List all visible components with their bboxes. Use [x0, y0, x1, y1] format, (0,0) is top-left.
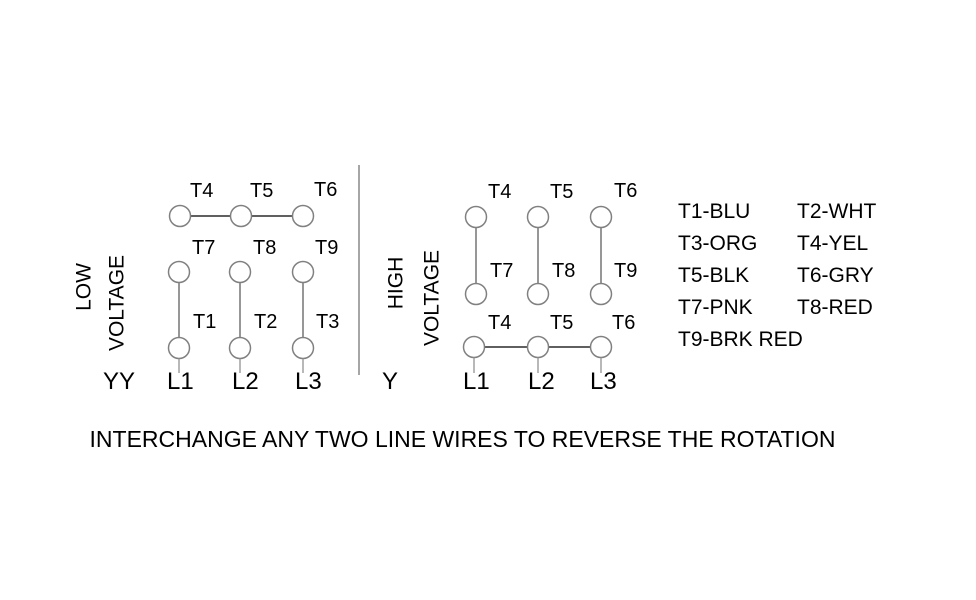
terminal-circle	[167, 260, 191, 284]
legend-entry: T2-WHT	[797, 200, 877, 223]
terminal-circle	[291, 204, 315, 228]
terminal-label: T4	[190, 180, 214, 202]
legend-entry: T3-ORG	[678, 232, 758, 255]
terminal-label: T4	[488, 312, 512, 334]
terminal-circle	[228, 260, 252, 284]
terminal-label: T5	[550, 312, 574, 334]
legend-entry: T4-YEL	[797, 232, 869, 255]
high-connection-symbol: Y	[382, 368, 399, 395]
terminal-label: T6	[614, 180, 638, 202]
terminal-label: T1	[193, 311, 217, 333]
terminal-circle	[168, 204, 192, 228]
line-terminal-label: L2	[232, 368, 259, 395]
high-voltage-label-word2: VOLTAGE	[420, 249, 444, 347]
terminal-label: T4	[488, 181, 512, 203]
legend-entry: T7-PNK	[678, 296, 753, 319]
high-voltage-diagram	[462, 205, 613, 373]
terminal-label: T9	[614, 260, 638, 282]
terminal-circle	[526, 205, 550, 229]
legend-entry: T8-RED	[797, 296, 873, 319]
terminal-circle	[291, 336, 315, 360]
line-terminal-label: L3	[295, 368, 322, 395]
low-voltage-label-word2: VOLTAGE	[105, 254, 129, 352]
low-voltage-diagram	[167, 204, 315, 373]
terminal-circle	[589, 205, 613, 229]
line-terminal-label: L1	[463, 368, 490, 395]
terminal-circle	[228, 336, 252, 360]
terminal-label: T3	[316, 311, 340, 333]
terminal-circle	[229, 204, 253, 228]
terminal-circle	[167, 336, 191, 360]
terminal-label: T7	[490, 260, 514, 282]
terminal-circle	[589, 282, 613, 306]
legend-entry: T5-BLK	[678, 264, 750, 287]
line-terminal-label: L1	[167, 368, 194, 395]
high-voltage-label-word1: HIGH	[384, 256, 408, 310]
line-terminal-label: L3	[590, 368, 617, 395]
low-voltage-label-word1: LOW	[72, 263, 96, 311]
terminal-label: T6	[314, 179, 338, 201]
legend-entry: T9-BRK RED	[678, 328, 803, 351]
terminal-label: T8	[253, 237, 277, 259]
terminal-label: T6	[612, 312, 636, 334]
legend-entry: T6-GRY	[797, 264, 874, 287]
terminal-circle	[526, 282, 550, 306]
terminal-circle	[526, 335, 550, 359]
terminal-circle	[462, 335, 486, 359]
line-terminal-label: L2	[528, 368, 555, 395]
rotation-reversal-caption: INTERCHANGE ANY TWO LINE WIRES TO REVERS…	[89, 426, 836, 452]
terminal-label: T5	[250, 180, 274, 202]
terminal-circle	[291, 260, 315, 284]
terminal-label: T5	[550, 181, 574, 203]
terminal-label: T9	[315, 237, 339, 259]
terminal-label: T8	[552, 260, 576, 282]
terminal-circle	[464, 282, 488, 306]
terminal-circle	[589, 335, 613, 359]
terminal-label: T7	[192, 237, 216, 259]
terminal-circle	[464, 205, 488, 229]
legend-entry: T1-BLU	[678, 200, 751, 223]
low-connection-symbol: YY	[103, 368, 136, 395]
terminal-label: T2	[254, 311, 278, 333]
